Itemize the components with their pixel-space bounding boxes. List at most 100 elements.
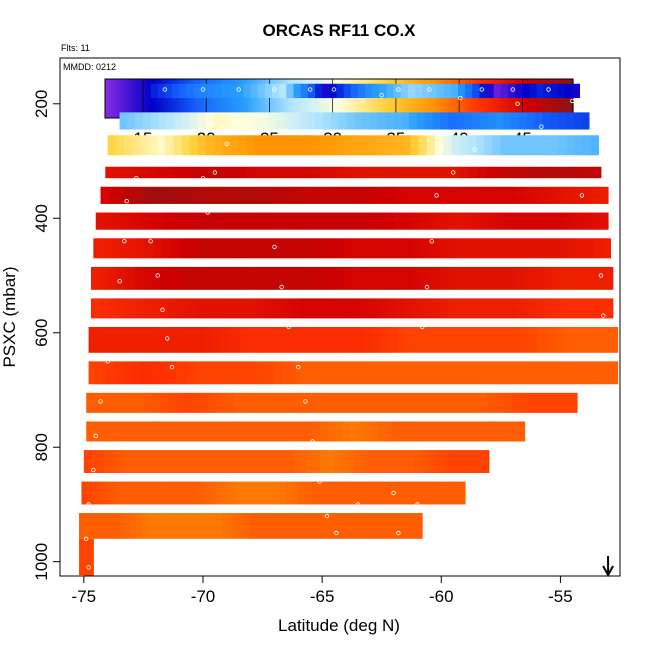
co-cell — [166, 421, 175, 442]
co-cell — [378, 421, 387, 442]
co-cell — [558, 238, 568, 259]
colorbar-segment — [282, 79, 286, 118]
co-cell — [471, 112, 480, 130]
co-cell — [238, 135, 248, 156]
flight-track-point — [272, 244, 277, 250]
co-cell — [517, 266, 527, 290]
co-cell — [209, 481, 217, 505]
co-cell — [582, 186, 592, 204]
flight-track-point — [396, 530, 401, 536]
co-cell — [300, 238, 310, 259]
co-cell — [168, 186, 178, 204]
co-cell — [584, 166, 594, 179]
co-cell — [228, 481, 236, 505]
co-cell — [291, 238, 301, 259]
co-cell — [484, 135, 493, 156]
co-cell — [166, 112, 175, 130]
co-cell — [360, 212, 370, 230]
colorbar-segment — [465, 79, 470, 118]
co-cell — [195, 266, 205, 290]
co-cell — [212, 298, 222, 319]
co-cell — [90, 266, 101, 290]
co-cell — [334, 212, 344, 230]
co-cell — [378, 298, 388, 319]
co-cell — [90, 513, 97, 539]
co-cell — [99, 298, 109, 319]
colorbar-segment — [478, 79, 482, 118]
co-cell — [286, 450, 294, 473]
co-cell — [445, 481, 453, 505]
colorbar-segment — [392, 79, 397, 118]
flight-track-point — [162, 87, 168, 92]
co-cell — [158, 450, 166, 473]
co-cell — [415, 421, 423, 442]
co-cell — [187, 166, 197, 179]
co-cell — [414, 327, 425, 353]
co-cell — [278, 166, 288, 179]
co-cell — [169, 266, 179, 290]
co-cell — [318, 481, 325, 505]
colorbar-segment — [253, 79, 258, 118]
co-cell — [248, 238, 258, 259]
co-cell — [184, 392, 194, 413]
co-cell — [267, 513, 275, 539]
co-cell — [344, 361, 354, 385]
co-cell — [110, 392, 120, 413]
co-cell — [317, 212, 327, 230]
co-cell — [235, 186, 245, 204]
co-cell — [480, 212, 490, 230]
co-cell — [286, 83, 295, 99]
co-cell — [245, 166, 255, 179]
co-cell — [357, 83, 366, 99]
co-cell — [591, 186, 601, 204]
co-cell — [307, 513, 315, 539]
co-cell — [220, 361, 231, 385]
colorbar-segment — [452, 79, 457, 118]
co-cell — [119, 238, 129, 259]
co-cell — [102, 392, 112, 413]
co-cell — [239, 238, 249, 259]
co-cell — [113, 513, 120, 539]
co-cell — [144, 421, 153, 442]
co-cell — [247, 327, 257, 353]
flight-track-point — [160, 307, 165, 312]
co-cell — [223, 212, 233, 230]
co-cell — [567, 238, 577, 259]
co-cell — [225, 421, 233, 442]
co-cell — [127, 392, 136, 413]
co-cell — [206, 212, 216, 230]
co-cell — [549, 112, 559, 130]
co-cell — [200, 392, 210, 413]
co-cell — [193, 513, 200, 539]
co-cell — [448, 112, 457, 130]
co-cell — [407, 481, 415, 505]
co-cell — [492, 135, 501, 156]
co-cell — [353, 135, 362, 156]
flight-track-point — [224, 141, 229, 147]
co-cell — [203, 361, 213, 385]
co-cell — [298, 421, 306, 442]
co-cell — [564, 327, 575, 353]
co-cell — [491, 266, 501, 290]
co-cell — [334, 238, 344, 259]
flight-track-point — [83, 536, 89, 541]
colorbar-segment — [184, 79, 188, 118]
colorbar-segment — [199, 79, 204, 118]
co-cell — [423, 361, 433, 385]
co-cell — [266, 481, 274, 505]
co-cell — [420, 481, 428, 505]
co-cell — [343, 83, 352, 99]
flight-track-point — [148, 238, 153, 244]
co-cell — [385, 135, 395, 156]
co-cell — [260, 481, 268, 505]
co-cell — [411, 212, 421, 230]
colorbar-segment — [443, 79, 448, 118]
co-cell — [317, 298, 327, 319]
co-cell — [124, 135, 133, 156]
co-cell — [159, 421, 168, 442]
co-cell — [347, 513, 355, 539]
co-cell — [271, 135, 280, 156]
co-cell — [380, 392, 390, 413]
co-cell — [406, 327, 416, 353]
co-cell — [433, 481, 441, 505]
